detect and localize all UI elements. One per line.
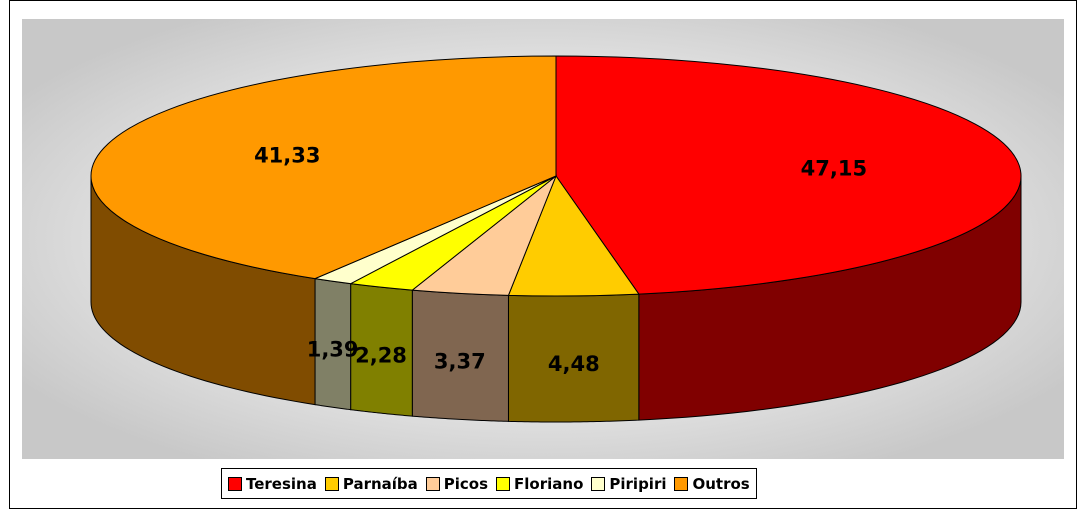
data-label: 41,33 (254, 144, 320, 168)
legend-label: Parnaíba (342, 474, 418, 493)
legend-label: Floriano (514, 474, 584, 493)
legend-label: Piripiri (609, 474, 667, 493)
legend-swatch (674, 476, 689, 491)
legend-label: Teresina (246, 474, 317, 493)
pie-slice (555, 55, 1022, 295)
data-label: 4,48 (548, 352, 600, 376)
legend-item: Outros (674, 474, 750, 493)
legend-swatch (228, 476, 242, 491)
legend-item: Floriano (496, 475, 583, 493)
legend-label: Outros (692, 474, 750, 493)
legend-swatch (591, 476, 606, 491)
chart: 47,15 4,48 3,37 2,281,39 41,33 (22, 19, 1064, 459)
legend-swatch (324, 476, 339, 491)
legend-swatch (425, 476, 440, 491)
legend-item: Parnaíba (324, 474, 418, 493)
legend-swatch (496, 476, 511, 491)
pie-slice (90, 55, 557, 280)
data-label: 47,15 (801, 157, 867, 181)
legend: Teresina Parnaíba Picos Floriano Piripiri Out… (221, 468, 757, 499)
legend-item: Picos (425, 474, 489, 493)
legend-label: Picos (443, 474, 489, 493)
chart-frame: 47,15 4,48 3,37 2,28 1,39 41,33 Teresina Parna… (9, 0, 1077, 509)
data-label: 2,28 (355, 343, 407, 367)
data-label: 3,37 (434, 350, 486, 374)
legend-item: Piripiri (591, 475, 666, 493)
legend-item: Teresina (228, 475, 317, 493)
data-label: 1,39 (307, 338, 359, 362)
